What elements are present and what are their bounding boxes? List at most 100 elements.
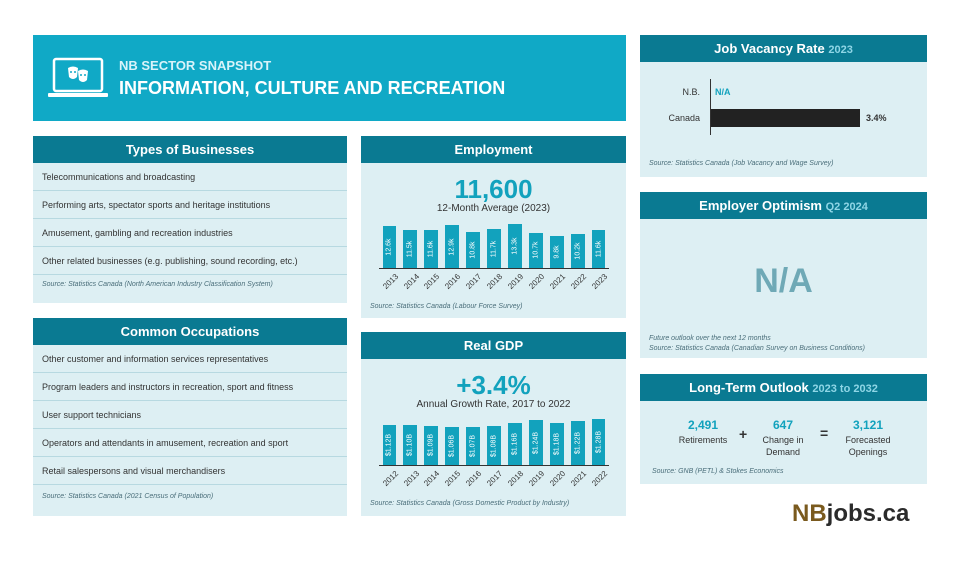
- employer-optimism-title: Employer Optimism Q2 2024: [640, 192, 927, 219]
- bar-data-label: 10.7k: [532, 241, 540, 259]
- bar-2013: [382, 226, 397, 268]
- vacancy-category-label: N.B.: [682, 87, 700, 97]
- x-tick-label: 2020: [527, 272, 547, 291]
- employer-optimism-value: N/A: [754, 262, 813, 300]
- bar-data-label: 12.6k: [385, 238, 393, 256]
- bar-2020: [528, 232, 543, 268]
- x-tick-label: 2016: [464, 469, 484, 488]
- logo-part-nb: NB: [792, 500, 827, 527]
- source-note: Source: Statistics Canada (North America…: [42, 281, 273, 288]
- list-item: User support technicians: [33, 401, 347, 429]
- x-tick-label: 2012: [380, 469, 400, 488]
- retirements-value: 2,491: [687, 418, 719, 432]
- bar-2017: [487, 426, 501, 465]
- source-note: Source: Statistics Canada (Labour Force …: [370, 303, 523, 310]
- employer-optimism-note: Future outlook over the next 12 months: [649, 335, 771, 342]
- list-item: Program leaders and instructors in recre…: [33, 373, 347, 401]
- list-item: Retail salespersons and visual merchandi…: [33, 457, 347, 485]
- real-gdp-subtitle: Annual Growth Rate, 2017 to 2022: [416, 399, 571, 410]
- bar-data-label: $1.06B: [448, 434, 456, 458]
- x-tick-label: 2016: [443, 272, 463, 291]
- bar-data-label: $1.10B: [406, 434, 414, 457]
- job-vacancy-year: 2023: [828, 44, 853, 56]
- employment-panel: Employment 11,600 12-Month Average (2023…: [361, 136, 626, 318]
- source-note: Source: Statistics Canada (Gross Domesti…: [370, 500, 570, 507]
- x-tick-label: 2020: [548, 469, 568, 488]
- bar-data-label: $1.16B: [511, 433, 519, 456]
- x-tick-label: 2014: [401, 272, 421, 291]
- x-tick-label: 2019: [527, 469, 547, 488]
- bar-data-label: 13.3k: [511, 237, 519, 255]
- x-tick-label: 2021: [569, 469, 589, 488]
- employment-title: Employment: [361, 136, 626, 163]
- bar-2014: [403, 229, 418, 268]
- types-of-businesses-panel: Types of Businesses Telecommunications a…: [33, 136, 347, 303]
- real-gdp-chart: $1.12B 2012 $1.10B 2013 $1.09B 2014 $1.06B 2015…: [379, 419, 609, 488]
- page-title: INFORMATION, CULTURE AND RECREATION: [119, 78, 506, 98]
- bar-data-label: $1.07B: [469, 434, 477, 457]
- job-vacancy-panel: Job Vacancy Rate 2023 N.B. N/A Canada 3.4% …: [640, 35, 927, 177]
- bar-data-label: $1.28B: [595, 430, 603, 454]
- bar-2012: [382, 424, 397, 465]
- long-term-outlook-period: 2023 to 2032: [812, 383, 878, 395]
- bar-2019: [508, 224, 522, 268]
- employment-chart: 12.6k 2013 11.5k 2014 11.6k 2015 12.9k 2016 10.8…: [379, 224, 609, 291]
- x-tick-label: 2023: [589, 272, 609, 291]
- bar-data-label: $1.22B: [574, 431, 582, 455]
- x-tick-label: 2018: [485, 272, 505, 291]
- bar-data-label: $1.12B: [385, 433, 393, 456]
- bar-data-label: $1.24B: [532, 431, 540, 454]
- bar-data-label: $1.18B: [553, 432, 561, 455]
- laptop-theatre-masks-icon: [48, 57, 108, 97]
- bar-2022: [570, 234, 585, 268]
- common-occupations-panel: Common Occupations Other customer and in…: [33, 318, 347, 516]
- bar-2016: [466, 426, 480, 465]
- long-term-outlook-panel: Long-Term Outlook 2023 to 2032 2,491 Ret…: [640, 374, 927, 484]
- vacancy-value-label: 3.4%: [866, 113, 887, 123]
- list-item: Amusement, gambling and recreation indus…: [33, 219, 347, 247]
- nbjobs-logo[interactable]: NBjobs.ca: [792, 500, 909, 528]
- x-tick-label: 2015: [422, 272, 442, 291]
- openings-label-line-1: Forecasted: [845, 435, 891, 445]
- source-note: Source: GNB (PETL) & Stokes Economics: [652, 468, 784, 475]
- banner-kicker: NB SECTOR SNAPSHOT: [119, 58, 272, 73]
- list-item: Performing arts, spectator sports and he…: [33, 191, 347, 219]
- bar-2014: [424, 425, 439, 465]
- retirements-label: Retirements: [678, 435, 728, 445]
- bar-2016: [445, 225, 460, 268]
- employer-optimism-period: Q2 2024: [825, 201, 868, 213]
- bar-data-label: 11.7k: [490, 240, 498, 257]
- employer-optimism-title-text: Employer Optimism: [699, 198, 822, 213]
- real-gdp-title: Real GDP: [361, 332, 626, 359]
- x-tick-label: 2017: [485, 469, 505, 488]
- bar-2018: [508, 423, 522, 465]
- change-in-demand-value: 647: [772, 418, 794, 432]
- bar-data-label: 10.2k: [574, 242, 582, 260]
- x-tick-label: 2021: [548, 272, 568, 291]
- employment-subtitle: 12-Month Average (2023): [436, 203, 551, 214]
- plus-sign: +: [739, 426, 748, 442]
- real-gdp-panel: Real GDP +3.4% Annual Growth Rate, 2017 …: [361, 332, 626, 516]
- x-tick-label: 2022: [569, 272, 589, 291]
- bar-2021: [570, 421, 585, 465]
- job-vacancy-title: Job Vacancy Rate 2023: [640, 35, 927, 62]
- x-tick-label: 2013: [401, 469, 421, 488]
- common-occupations-title: Common Occupations: [33, 318, 347, 345]
- bar-2018: [487, 229, 501, 268]
- bar-data-label: 10.8k: [469, 241, 477, 259]
- bar-2021: [549, 235, 564, 268]
- equals-sign: =: [820, 425, 829, 441]
- x-tick-label: 2015: [443, 469, 463, 488]
- employer-optimism-notes: Future outlook over the next 12 months S…: [649, 334, 865, 354]
- bar-data-label: 11.6k: [595, 240, 603, 258]
- x-tick-label: 2017: [464, 272, 484, 291]
- list-item: Other customer and information services …: [33, 345, 347, 373]
- header-banner: NB SECTOR SNAPSHOT INFORMATION, CULTURE …: [33, 35, 626, 121]
- job-vacancy-title-text: Job Vacancy Rate: [714, 41, 825, 56]
- x-tick-label: 2014: [422, 469, 442, 488]
- forecasted-openings-value: 3,121: [852, 418, 884, 432]
- forecasted-openings-label: Forecasted Openings: [828, 434, 908, 458]
- logo-part-jobs: jobs.ca: [826, 500, 910, 527]
- bar-data-label: $1.08B: [490, 434, 498, 457]
- x-tick-label: 2019: [506, 272, 526, 291]
